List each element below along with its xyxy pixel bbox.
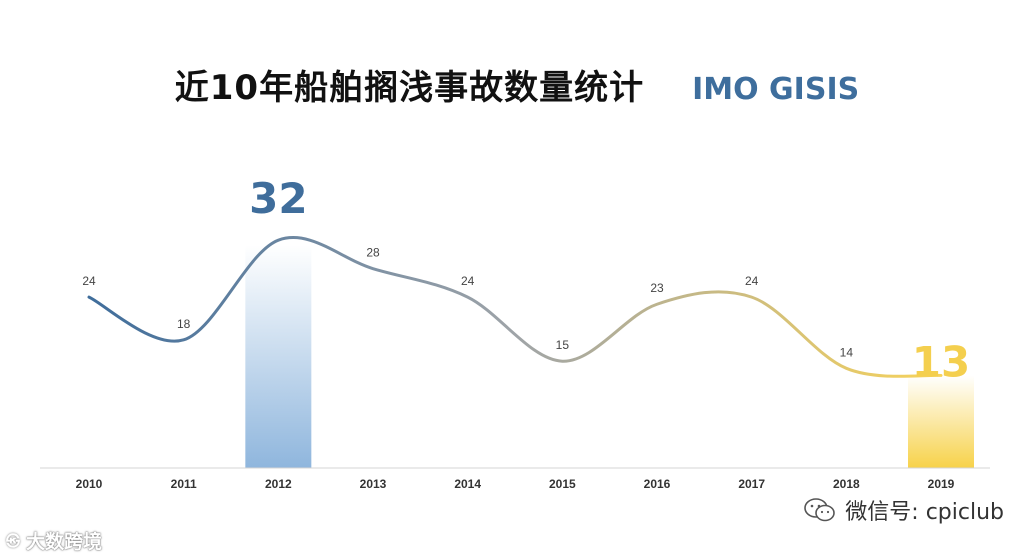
x-tick-label-2015: 2015 xyxy=(549,477,576,491)
x-tick-label-2016: 2016 xyxy=(644,477,671,491)
watermark-left: ㉿ 大数跨境 xyxy=(6,527,102,554)
title-source: IMO GISIS xyxy=(692,72,860,107)
data-point-2016 xyxy=(655,302,659,306)
data-point-2018 xyxy=(844,366,848,370)
x-tick-label-2014: 2014 xyxy=(454,477,481,491)
wechat-icon xyxy=(804,498,836,522)
highlight-bar-2019 xyxy=(908,375,974,468)
data-label-2015: 15 xyxy=(556,338,570,352)
title-main: 近10年船舶搁浅事故数量统计 xyxy=(174,68,645,108)
data-label-2018: 14 xyxy=(840,345,854,359)
data-point-2013 xyxy=(371,267,375,271)
data-label-2016: 23 xyxy=(650,281,664,295)
x-tick-label-2018: 2018 xyxy=(833,477,860,491)
data-point-2011 xyxy=(182,338,186,342)
data-point-2010 xyxy=(87,295,91,299)
x-tick-label-2017: 2017 xyxy=(738,477,765,491)
chart-title: 近10年船舶搁浅事故数量统计 IMO GISIS xyxy=(0,60,1034,109)
data-label-2010: 24 xyxy=(82,274,96,288)
data-point-2017 xyxy=(750,295,754,299)
data-label-2017: 24 xyxy=(745,274,759,288)
data-point-2014 xyxy=(466,295,470,299)
watermark-right: 微信号: cpiclub xyxy=(803,494,1004,526)
x-tick-label-2019: 2019 xyxy=(928,477,955,491)
watermark-left-text: 大数跨境 xyxy=(26,531,103,553)
data-label-2013: 28 xyxy=(366,246,380,260)
watermark-logo-icon: ㉿ xyxy=(6,533,20,550)
series-line xyxy=(87,236,943,378)
data-label-2011: 18 xyxy=(177,317,191,331)
x-tick-label-2012: 2012 xyxy=(265,477,292,491)
x-tick-label-2011: 2011 xyxy=(171,477,197,491)
data-point-2015 xyxy=(560,359,564,363)
x-tick-label-2013: 2013 xyxy=(360,477,387,491)
watermark-right-text: 微信号: cpiclub xyxy=(845,500,1004,525)
highlight-bar-2012 xyxy=(245,245,312,468)
data-label-2019: 13 xyxy=(912,337,970,386)
x-tick-label-2010: 2010 xyxy=(76,477,103,491)
data-label-2012: 32 xyxy=(249,174,307,223)
data-point-2012 xyxy=(276,238,280,242)
data-label-2014: 24 xyxy=(461,274,475,288)
